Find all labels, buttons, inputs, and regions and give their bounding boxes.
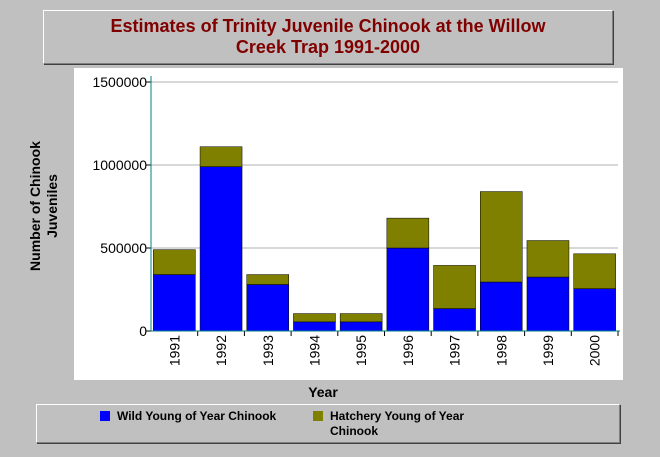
x-tick-label-1998: 1998 <box>493 335 509 366</box>
bar-hatchery-1993 <box>246 274 289 285</box>
bar-wild-1993 <box>246 284 289 332</box>
x-tick-label-1995: 1995 <box>353 335 369 366</box>
legend-item-wild: Wild Young of Year Chinook <box>100 409 302 424</box>
bar-wild-1999 <box>526 276 570 332</box>
x-tick-label-1997: 1997 <box>447 335 463 366</box>
chart-title-box: Estimates of Trinity Juvenile Chinook at… <box>43 10 613 64</box>
legend: Wild Young of Year Chinook Hatchery Youn… <box>36 404 620 443</box>
bar-hatchery-1998 <box>480 191 523 283</box>
bar-wild-1996 <box>386 247 430 332</box>
bar-hatchery-1997 <box>433 265 476 309</box>
y-axis-label-line-2: Juveniles <box>44 174 60 238</box>
bar-wild-1991 <box>153 274 196 332</box>
bar-hatchery-1999 <box>526 240 570 278</box>
x-tick-label-2000: 2000 <box>587 335 603 366</box>
x-axis-label: Year <box>308 384 338 400</box>
bar-hatchery-1992 <box>199 146 243 167</box>
bar-wild-2000 <box>573 288 616 332</box>
bar-hatchery-1991 <box>153 249 196 275</box>
bar-wild-1997 <box>433 308 476 332</box>
x-tick-label-1991: 1991 <box>166 335 182 366</box>
x-tick-label-1999: 1999 <box>540 335 556 366</box>
y-tick-label: 500000 <box>100 240 147 256</box>
axes: 0 500000 1000000 1500000 1991 1992 1993 1994 199… <box>92 74 620 366</box>
legend-swatch-hatchery <box>313 411 323 421</box>
y-tick-label: 1500000 <box>92 74 147 90</box>
bar-wild-1998 <box>480 281 523 332</box>
y-axis-label: Number of ChinookJuveniles <box>27 141 60 271</box>
bar-hatchery-1995 <box>339 313 383 323</box>
legend-item-hatchery: Hatchery Young of Year Chinook <box>313 409 515 439</box>
y-tick-label: 1000000 <box>92 157 147 173</box>
x-tick-label-1994: 1994 <box>306 335 322 366</box>
bar-hatchery-1994 <box>293 313 336 323</box>
x-tick-label-1992: 1992 <box>213 335 229 366</box>
bars <box>153 146 616 332</box>
bar-hatchery-1996 <box>386 217 430 249</box>
y-tick-label: 0 <box>139 323 147 339</box>
x-tick-label-1996: 1996 <box>400 335 416 366</box>
chart-title: Estimates of Trinity Juvenile Chinook at… <box>110 16 546 57</box>
bar-wild-1994 <box>293 321 336 332</box>
bar-wild-1995 <box>339 321 383 332</box>
bar-wild-1992 <box>199 166 243 332</box>
legend-label-hatchery: Hatchery Young of Year Chinook <box>330 409 465 438</box>
y-axis-label-line-1: Number of Chinook <box>27 141 43 271</box>
legend-swatch-wild <box>100 411 110 421</box>
legend-label-wild: Wild Young of Year Chinook <box>117 409 277 423</box>
plot-area-background <box>74 68 623 380</box>
x-tick-label-1993: 1993 <box>260 335 276 366</box>
chart-canvas: 0 500000 1000000 1500000 1991 1992 1993 1994 199… <box>27 68 623 400</box>
bar-hatchery-2000 <box>573 253 616 289</box>
